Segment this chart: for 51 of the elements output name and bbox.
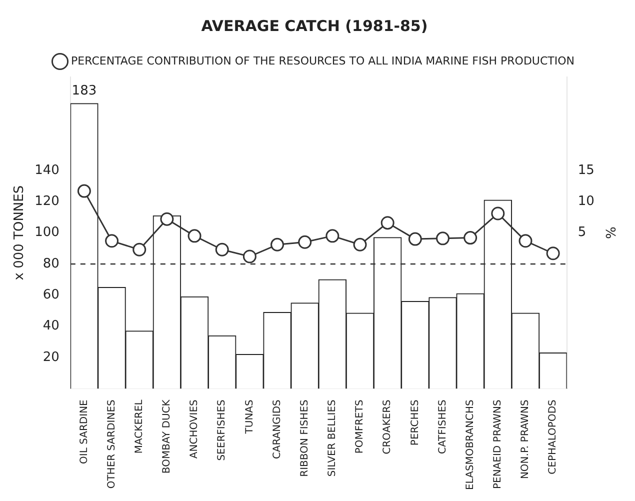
x-tick-label: POMFRETS [354,400,366,454]
y-tick-label: 20 [42,350,60,365]
point [242,250,256,264]
x-tick-label: CARANGIDS [272,400,283,460]
x-tick-label: NON.P. PRAWNS [520,400,532,480]
point [132,242,146,256]
point [380,216,394,230]
chart-title: AVERAGE CATCH (1981-85) [201,16,428,35]
x-tick-label: CEPHALOPODS [548,400,559,474]
data-label: 183 [72,83,97,98]
point [105,234,119,248]
point [215,242,229,256]
point [298,235,312,249]
y2-tick-label: 10 [578,194,594,210]
x-tick-label: PENAEID PRAWNS [492,400,504,490]
y-tick-label: 80 [42,256,60,272]
y-tick-label: 100 [34,225,60,240]
y-tick-label: 140 [34,162,60,178]
x-tick-label: TUNAS [244,400,256,435]
point [160,212,174,226]
point [518,234,532,248]
y-tick-label: 120 [34,194,60,210]
point [270,238,284,252]
point [188,229,202,243]
point [326,229,340,243]
point [546,246,560,260]
y-axis-title: x 000 TONNES [12,185,28,280]
x-tick-label: PERCHES [410,400,421,446]
y-tick-label: 60 [42,288,60,303]
point [408,232,422,246]
x-tick-label: CATFISHES [437,400,448,454]
point [491,206,505,220]
y2-tick-label: 15 [578,162,594,178]
x-tick-label: ANCHOVIES [189,400,200,459]
point [464,231,478,245]
x-tick-label: OIL SARDINE [78,400,90,464]
point [353,238,367,252]
x-tick-label: SEERFISHES [216,400,228,461]
x-tick-label: CROAKERS [382,400,394,454]
x-tick-label: BOMBAY DUCK [162,399,173,474]
point [436,232,450,246]
y-tick-label: 40 [42,318,60,334]
x-tick-label: OTHER SARDINES [106,400,118,489]
y2-tick-label: 5 [578,225,586,240]
x-tick-label: MACKEREL [134,399,145,454]
x-tick-label: RIBBON FISHES [299,400,310,477]
legend-label: PERCENTAGE CONTRIBUTION OF THE RESOURCES TO ALL INDIA MARINE FISH PRODUCTION [71,54,574,68]
point [77,184,91,198]
x-tick-label: ELASMOBRANCHS [464,400,476,490]
x-tick-label: SILVER BELLIES [327,400,338,477]
y2-axis-title: % [602,226,617,239]
